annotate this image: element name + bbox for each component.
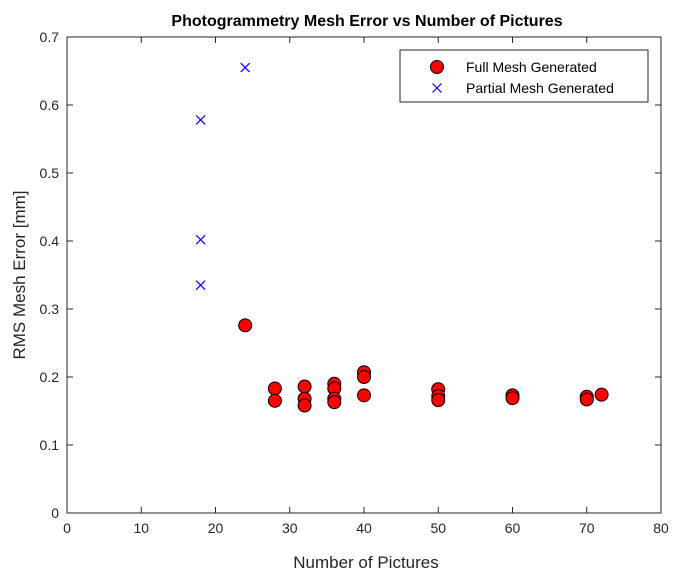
- x-marker-stroke: [195, 280, 206, 291]
- legend-marker-full-mesh: [430, 60, 444, 74]
- data-point-partial-mesh: [240, 62, 251, 73]
- y-tick-label: 0.6: [40, 97, 60, 113]
- data-point-full-mesh: [579, 392, 594, 407]
- data-point-full-mesh: [327, 395, 342, 410]
- x-marker-stroke: [195, 234, 206, 245]
- legend: Full Mesh Generated Partial Mesh Generate…: [399, 49, 649, 103]
- series-0: [238, 318, 609, 413]
- y-tick-label: 0.2: [40, 369, 60, 385]
- x-tick-label: 30: [282, 520, 298, 536]
- data-point-full-mesh: [267, 381, 282, 396]
- data-point-full-mesh: [505, 391, 520, 406]
- x-marker-stroke: [195, 115, 206, 125]
- data-point-full-mesh: [357, 370, 371, 384]
- data-point-full-mesh: [431, 393, 446, 408]
- legend-label: Full Mesh Generated: [466, 59, 597, 75]
- y-tick-label: 0.7: [40, 29, 60, 45]
- x-tick-label: 20: [208, 520, 224, 536]
- data-point-partial-mesh: [195, 115, 206, 125]
- x-marker-stroke: [240, 62, 251, 73]
- y-tick-label: 0.4: [40, 233, 60, 249]
- y-tick-label: 0: [51, 505, 59, 521]
- data-point-full-mesh: [594, 387, 609, 402]
- legend-marker-partial-mesh: [432, 83, 442, 93]
- data-point-full-mesh: [297, 398, 312, 413]
- data-point-full-mesh: [297, 379, 312, 394]
- x-tick-label: 80: [653, 520, 669, 536]
- x-axis-ticks: 0 10 20 30 40 50 60 70 80: [63, 37, 669, 536]
- legend-box: [399, 49, 649, 103]
- y-tick-label: 0.3: [40, 301, 60, 317]
- x-tick-label: 70: [579, 520, 595, 536]
- legend-label: Partial Mesh Generated: [466, 80, 614, 96]
- y-axis-ticks: 0 0.1 0.2 0.3 0.4 0.5 0.6 0.7: [40, 29, 661, 521]
- series-1: [195, 62, 251, 291]
- x-marker-stroke: [432, 83, 442, 93]
- x-tick-label: 40: [356, 520, 372, 536]
- y-tick-label: 0.5: [40, 165, 60, 181]
- data-point-full-mesh: [267, 393, 282, 408]
- data-point-partial-mesh: [195, 280, 206, 291]
- data-point-partial-mesh: [195, 234, 206, 245]
- x-tick-label: 0: [63, 520, 71, 536]
- x-tick-label: 50: [430, 520, 446, 536]
- y-axis-label: RMS Mesh Error [mm]: [10, 190, 29, 359]
- data-point-full-mesh: [238, 318, 253, 333]
- x-tick-label: 10: [133, 520, 149, 536]
- y-tick-label: 0.1: [40, 437, 60, 453]
- data-markers: [195, 62, 609, 413]
- data-point-full-mesh: [357, 388, 371, 403]
- x-tick-label: 60: [505, 520, 521, 536]
- chart-title: Photogrammetry Mesh Error vs Number of P…: [171, 13, 562, 30]
- x-axis-label: Number of Pictures: [293, 553, 439, 572]
